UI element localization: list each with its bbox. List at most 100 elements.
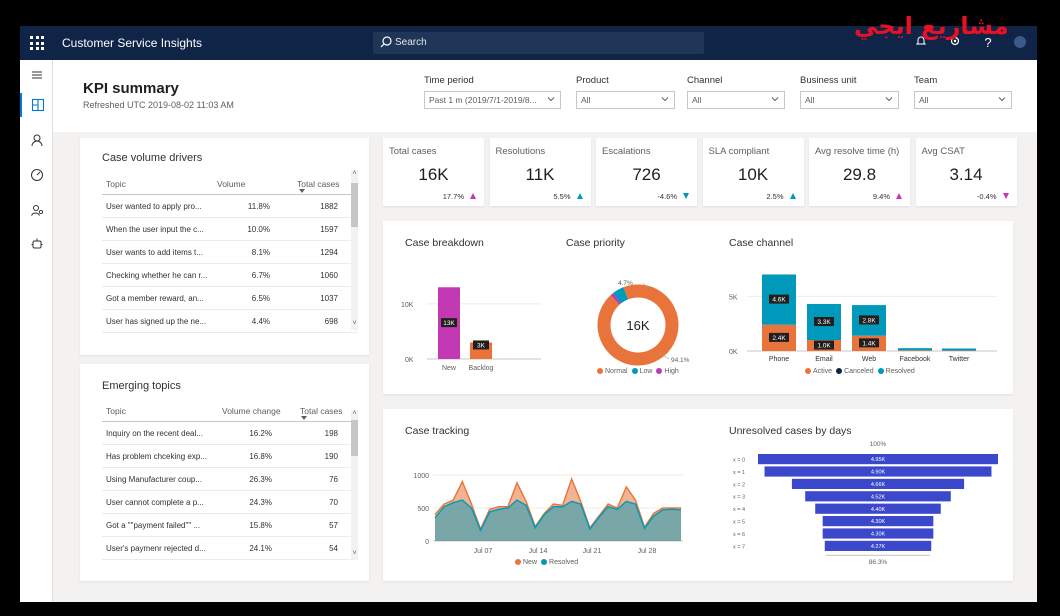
scrollbar[interactable]: ˄ ˅ [351,170,358,330]
kpi-tile[interactable]: Total cases 16K 17.7% [383,138,484,206]
business-unit-dropdown[interactable]: All [800,91,899,109]
table-row[interactable]: Using Manufacturer coup... 26.3% 76 [102,468,358,491]
leader-line [642,282,648,289]
legend-label[interactable]: Active [813,368,833,375]
table-row[interactable]: Inquiry on the recent deal... 16.2% 198 [102,422,358,445]
filter-product: Product All [576,75,675,109]
chevron-down-icon [547,97,555,102]
scroll-up-icon[interactable]: ˄ [352,170,357,177]
table-row[interactable]: User wants to add items t... 8.1% 1294 [102,241,358,264]
scroll-thumb[interactable] [351,420,358,456]
data-label-bg [814,317,834,327]
legend-label[interactable]: Normal [605,368,628,375]
gear-icon[interactable] [947,35,963,51]
table-row[interactable]: Checking whether he can r... 6.7% 1060 [102,264,358,287]
table-row[interactable]: User's paymenr rejected d... 24.1% 54 [102,537,358,560]
time-period-dropdown[interactable]: Past 1 m (2019/7/1-2019/8... [424,91,561,109]
channel-value: All [692,95,702,105]
column-header-total-cases[interactable]: Total cases [297,179,340,189]
table-row[interactable]: Got a member reward, an... 6.5% 1037 [102,287,358,310]
percent-cell: 6.7% [251,271,270,280]
kpi-tile[interactable]: Avg CSAT 3.14 -0.4% [915,138,1017,206]
topic-cell: Got a member reward, an... [106,294,204,303]
topic-cell: User wants to add items t... [106,248,203,257]
legend-label[interactable]: High [664,368,679,375]
user-settings-icon[interactable] [20,198,53,222]
bot-icon[interactable] [20,232,53,256]
person-icon[interactable] [20,128,53,152]
legend-label[interactable]: New [523,559,538,566]
kpi-tile[interactable]: Escalations 726 -4.6% [596,138,697,206]
table-row[interactable]: User wanted to apply pro... 11.8% 1882 [102,195,358,218]
legend-label[interactable]: Resolved [885,368,915,375]
total-cases-cell: 198 [324,429,338,438]
scroll-down-icon[interactable]: ˅ [352,320,357,327]
scrollbar[interactable]: ˄ ˅ [351,410,358,560]
column-header-topic[interactable]: Topic [106,179,126,189]
column-header-topic[interactable]: Topic [106,406,126,416]
table-row[interactable]: User has signed up the ne... 4.4% 698 [102,310,358,333]
category-label: x = 6 [733,532,745,538]
team-dropdown[interactable]: All [914,91,1012,109]
bar-twitter-resolved [942,348,976,351]
data-label: 4.66K [871,482,886,488]
column-header-volume-change[interactable]: Volume change [222,406,281,416]
trend-arrow-icon [470,193,476,199]
app-launcher-icon[interactable] [30,36,44,50]
data-label-bg [859,315,879,325]
kpi-tile[interactable]: SLA compliant 10K 2.5% [702,138,804,206]
total-cases-cell: 1294 [320,248,338,257]
total-cases-cell: 1060 [320,271,338,280]
x-tick-label: Twitter [949,356,970,363]
kpi-tile[interactable]: Resolutions 11K 5.5% [489,138,591,206]
search-input[interactable]: Search [373,32,704,54]
kpi-tile[interactable]: Avg resolve time (h) 29.8 9.4% [809,138,910,206]
table-row[interactable]: When the user input the c... 10.0% 1597 [102,218,358,241]
topic-cell: When the user input the c... [106,225,204,234]
column-header-total-cases[interactable]: Total cases [300,406,343,416]
legend-label[interactable]: Resolved [549,559,579,566]
case-volume-drivers-card: Case volume drivers Topic Volume Total c… [80,138,369,355]
avatar[interactable] [1012,35,1028,51]
help-icon[interactable]: ? [984,35,992,50]
trend-arrow-icon [1002,193,1009,199]
scroll-up-icon[interactable]: ˄ [352,410,357,417]
x-tick-label: Backlog [469,365,494,372]
leader-line [658,352,670,360]
donut-slice-low [612,287,629,304]
kpi-delta: 2.5% [766,192,784,201]
hamburger-menu-icon[interactable] [20,63,53,87]
product-dropdown[interactable]: All [576,91,675,109]
channel-dropdown[interactable]: All [687,91,785,109]
trend-arrow-icon [896,193,902,199]
legend-label[interactable]: Canceled [844,368,874,375]
table-row[interactable]: Has problem chceking exp... 16.8% 190 [102,445,358,468]
sort-descending-icon [299,189,305,193]
legend-label[interactable]: Low [639,368,653,375]
topic-cell: Has problem chceking exp... [106,452,207,461]
topic-cell: User wanted to apply pro... [106,202,202,211]
chart-legend: New Resolved [511,559,578,566]
case-volume-table: Topic Volume Total cases User wanted to … [102,171,358,333]
scroll-thumb[interactable] [351,183,358,227]
table-row[interactable]: Got a ""payment failed"" ... 15.8% 57 [102,514,358,537]
x-tick-label: Jul 28 [638,548,657,555]
unresolved-cases-chart: 100% 4.95K x = 0 4.90K x = 1 4.66K x = 2 4.52K x… [733,441,998,566]
column-header-volume[interactable]: Volume [217,179,246,189]
percent-cell: 8.1% [251,248,270,257]
legend-swatch [877,368,884,374]
bar-facebook-resolved [898,348,932,351]
category-label: x = 4 [733,507,745,513]
data-label-bg [769,294,789,304]
legend-swatch [631,368,638,374]
case-channel-title: Case channel [729,237,794,249]
table-row[interactable]: User cannot complete a p... 24.3% 70 [102,491,358,514]
gauge-icon[interactable] [20,163,53,187]
notification-icon[interactable] [913,35,929,51]
x-tick-label: Facebook [900,356,931,363]
scroll-down-icon[interactable]: ˅ [352,550,357,557]
kpi-label: Avg resolve time (h) [815,146,900,157]
dashboard-icon[interactable] [20,93,53,117]
case-priority-title: Case priority [566,237,625,249]
top-bar: Customer Service Insights Search ? [20,26,1037,60]
